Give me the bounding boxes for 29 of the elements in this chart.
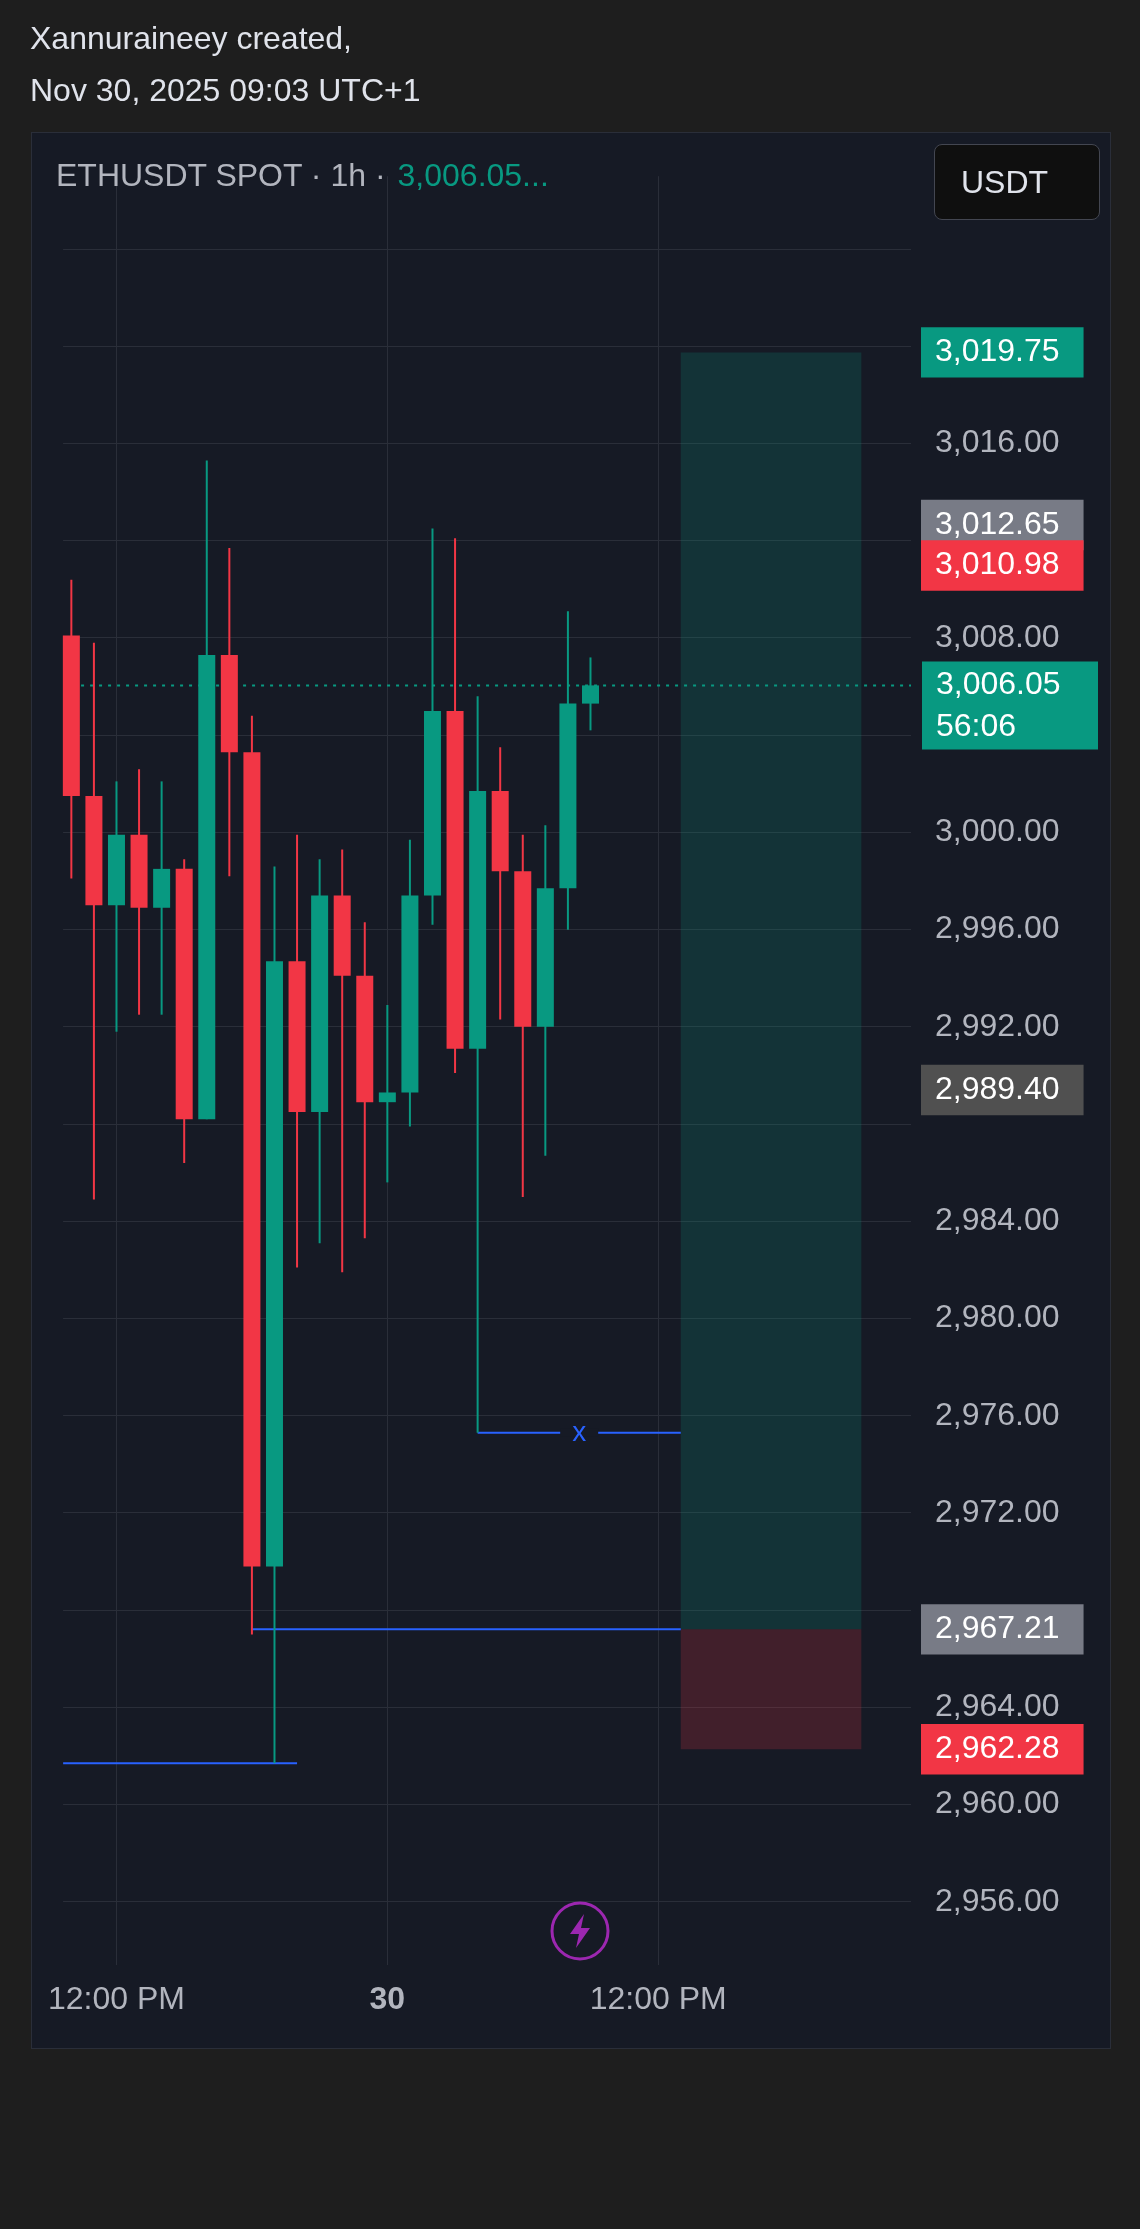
text: Nov 30, 2025 09:03 UTC+1	[30, 72, 421, 109]
y-tick-label: 2,956.00	[935, 1881, 1060, 1918]
y-tick-label: 2,980.00	[935, 1298, 1060, 1335]
x-tick-label: 30	[369, 1980, 406, 2017]
y-tick-label: 3,019.75	[935, 332, 1060, 369]
y-tick-label: 2,964.00	[935, 1687, 1060, 1724]
x-tick-label: 12:00 PM	[589, 1980, 727, 2017]
y-tick-label: 2,960.00	[935, 1784, 1060, 1821]
y-tick-label: 2,962.28	[935, 1729, 1060, 1766]
y-tick-label: 2,976.00	[935, 1395, 1060, 1432]
y-tick-label: 2,967.21	[935, 1609, 1060, 1646]
chart-subtitle: 3,006.05...	[397, 157, 549, 193]
x-tick-label: 12:00 PM	[48, 1980, 185, 2017]
y-tick-label: 2,984.00	[935, 1201, 1060, 1238]
y-tick-label: 2,992.00	[935, 1006, 1060, 1043]
y-tick-label: 3,010.98	[935, 545, 1060, 582]
y-tick-label: 3,012.65	[935, 504, 1060, 541]
text: Xannuraineey created,	[30, 20, 352, 57]
annotation: x	[572, 1416, 587, 1448]
y-tick-label: 3,000.00	[935, 812, 1060, 849]
candlestick	[378, 1004, 396, 1183]
text: USDT	[934, 144, 1100, 220]
chart-title: ETHUSDT SPOT · 1h ·	[56, 157, 386, 193]
y-tick-label: 2,989.40	[935, 1069, 1060, 1106]
ref-line-label: 3,006.05 56:06	[936, 665, 1061, 744]
y-tick-label: 3,016.00	[935, 423, 1060, 460]
y-tick-label: 3,008.00	[935, 617, 1060, 654]
y-tick-label: 2,972.00	[935, 1492, 1060, 1529]
y-tick-label: 2,996.00	[935, 909, 1060, 946]
